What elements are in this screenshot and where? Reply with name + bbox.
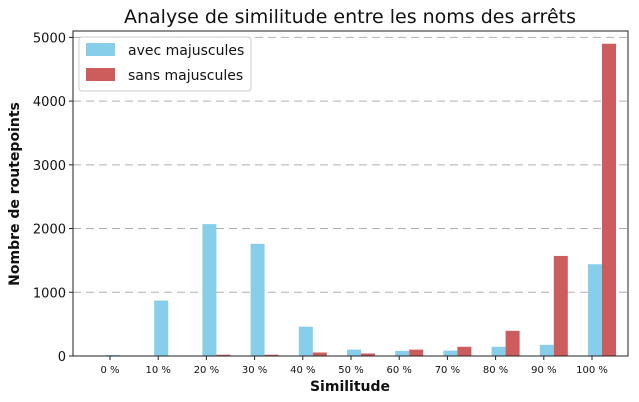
legend-swatch-avec-majuscules [86,43,115,56]
y-tick-label: 0 [58,350,66,365]
legend-label-avec-majuscules: avec majuscules [128,43,244,59]
bar-avec-9 [539,344,554,356]
y-tick-label: 4000 [33,95,66,110]
bar-avec-1 [154,300,169,356]
bar-avec-7 [443,350,458,356]
bar-sans-5 [361,353,375,356]
bar-sans-4 [312,352,327,356]
bar-sans-2 [216,354,231,356]
y-tick-label: 5000 [33,31,66,46]
x-tick-label: 60 % [386,365,411,376]
bars [106,43,616,357]
bar-avec-6 [395,350,410,356]
bar-sans-3 [264,354,279,356]
bar-sans-7 [457,346,472,356]
chart-title: Analyse de similitude entre les noms des… [124,6,576,28]
x-tick-label: 40 % [290,365,315,376]
x-tick-label: 10 % [145,365,170,376]
x-tick-label: 100 % [576,365,608,376]
x-tick-label: 80 % [483,365,508,376]
legend: avec majuscules sans majuscules [78,36,252,92]
legend-swatch-sans-majuscules [86,68,115,81]
x-tick-label: 90 % [531,365,556,376]
bar-avec-2 [202,224,217,356]
x-tick-label: 70 % [435,365,460,376]
x-axis-label: Similitude [310,379,390,395]
x-axis-ticks: 0 % 10 % 20 % 30 % 40 % 50 % 60 % 70 % 80 % 90 % 1… [100,356,608,376]
bar-sans-8 [505,330,520,356]
bar-avec-8 [491,346,506,356]
x-tick-label: 20 % [194,365,219,376]
y-axis-label: Nombre de routepoints [7,102,23,286]
bar-avec-10 [588,264,602,356]
legend-box [78,36,252,92]
bar-sans-10 [602,43,616,357]
x-tick-label: 30 % [242,365,267,376]
x-tick-label: 0 % [100,365,119,376]
bar-sans-6 [409,349,424,356]
y-tick-label: 2000 [33,223,66,238]
bar-avec-5 [347,349,361,356]
bar-avec-4 [298,326,313,356]
bar-avec-3 [250,243,265,356]
y-tick-label: 3000 [33,159,66,174]
y-axis-ticks: 0 1000 2000 3000 4000 5000 [33,31,73,365]
legend-label-sans-majuscules: sans majuscules [128,68,243,84]
x-tick-label: 50 % [338,365,363,376]
bar-sans-9 [553,255,568,356]
y-tick-label: 1000 [33,286,66,301]
